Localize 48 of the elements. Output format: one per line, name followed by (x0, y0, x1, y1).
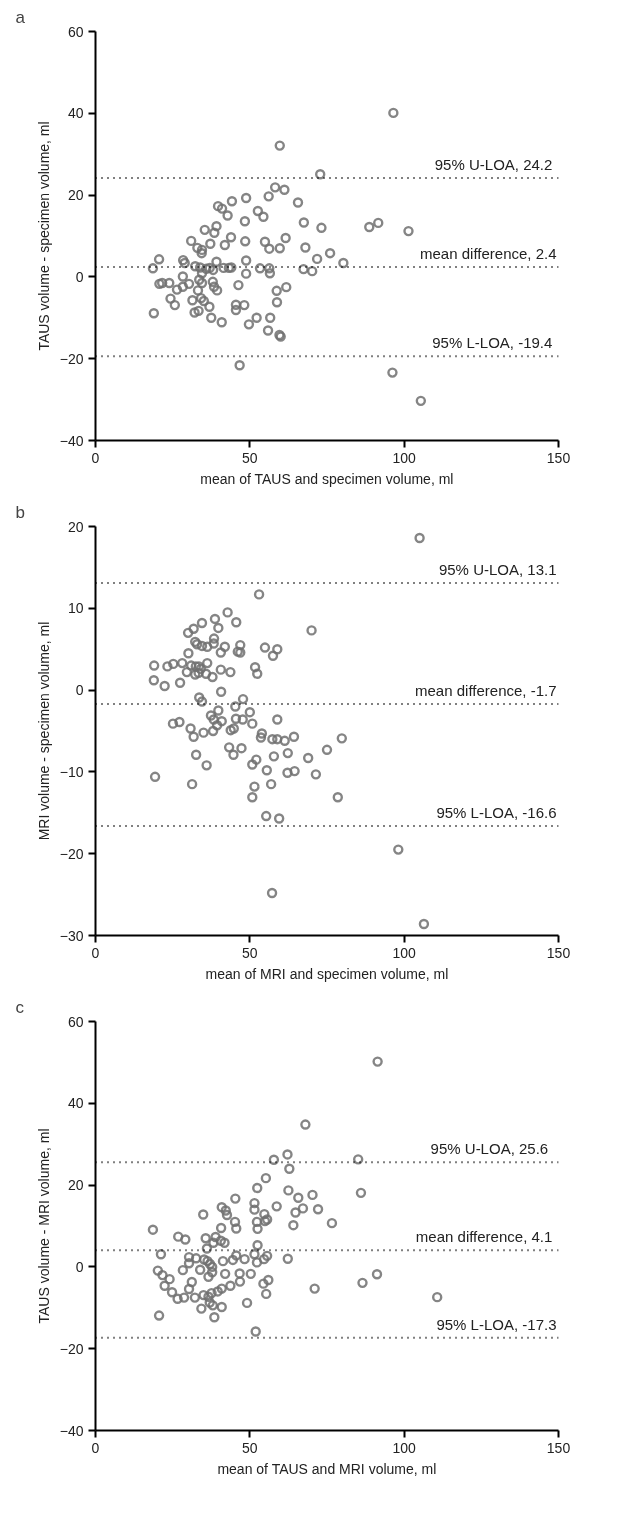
y-tick-label: −40 (59, 432, 84, 449)
y-tick-label: 60 (67, 23, 84, 40)
x-tick-label: 100 (392, 944, 417, 961)
ref-line-label: 95% L-LOA, -19.4 (432, 334, 553, 352)
y-tick-label: −10 (59, 763, 84, 780)
ref-line-label: 95% U-LOA, 25.6 (430, 1140, 549, 1158)
ref-line-label: mean difference, 2.4 (420, 245, 557, 263)
x-tick-label: 150 (546, 449, 571, 466)
y-tick-label: 0 (75, 1258, 84, 1275)
chart-title: b (15, 502, 25, 522)
y-tick-label: 20 (67, 518, 84, 535)
ref-line-label: 95% U-LOA, 13.1 (438, 560, 557, 578)
y-axis-title: TAUS volume - MRI volume, ml (35, 1128, 52, 1324)
x-tick-label: 100 (392, 1439, 417, 1456)
chart-title: a (15, 7, 26, 27)
y-tick-label: 20 (67, 187, 84, 204)
y-tick-label: −30 (59, 927, 84, 944)
x-tick-label: 0 (91, 1439, 100, 1456)
y-tick-label: −20 (59, 350, 84, 367)
x-tick-label: 50 (242, 1439, 258, 1456)
ref-line-label: 95% L-LOA, -16.6 (436, 803, 557, 821)
x-axis-title: mean of MRI and specimen volume, ml (205, 965, 449, 982)
x-tick-label: 50 (242, 449, 258, 466)
y-tick-label: 10 (67, 600, 84, 617)
y-tick-label: 40 (67, 1095, 84, 1112)
y-tick-label: 40 (67, 105, 84, 122)
y-tick-label: −40 (59, 1422, 84, 1439)
ref-line-label: 95% L-LOA, -17.3 (436, 1315, 557, 1333)
chart-title: c (15, 997, 25, 1017)
y-axis-title: TAUS volume - specimen volume, ml (35, 121, 52, 351)
y-tick-label: −20 (59, 845, 84, 862)
y-tick-label: 20 (67, 1177, 84, 1194)
x-axis-title: mean of TAUS and MRI volume, ml (217, 1460, 437, 1477)
x-tick-label: 0 (91, 449, 100, 466)
x-tick-label: 150 (546, 1439, 571, 1456)
x-tick-label: 100 (392, 449, 417, 466)
y-tick-label: 0 (75, 268, 84, 285)
y-axis-title: MRI volume - specimen volume, ml (35, 621, 52, 841)
y-tick-label: 60 (67, 1013, 84, 1030)
y-tick-label: 0 (75, 682, 84, 699)
x-axis-title: mean of TAUS and specimen volume, ml (200, 470, 454, 487)
ref-line-label: mean difference, -1.7 (415, 682, 557, 700)
ref-line-label: mean difference, 4.1 (415, 1228, 553, 1246)
x-tick-label: 150 (546, 944, 571, 961)
y-tick-label: −20 (59, 1340, 84, 1357)
x-tick-label: 0 (91, 944, 100, 961)
x-tick-label: 50 (242, 944, 258, 961)
ref-line-label: 95% U-LOA, 24.2 (434, 155, 553, 173)
